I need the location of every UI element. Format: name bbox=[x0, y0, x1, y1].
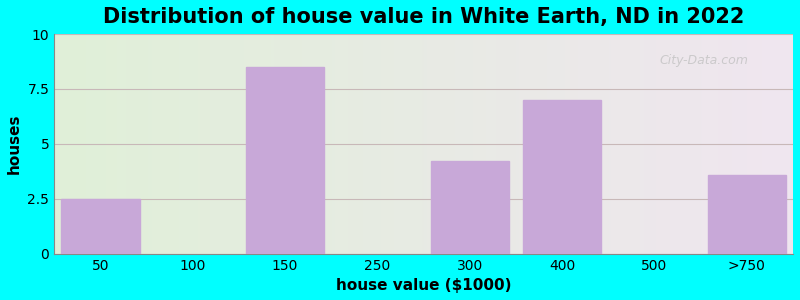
Y-axis label: houses: houses bbox=[7, 114, 22, 174]
X-axis label: house value ($1000): house value ($1000) bbox=[336, 278, 511, 293]
Title: Distribution of house value in White Earth, ND in 2022: Distribution of house value in White Ear… bbox=[103, 7, 744, 27]
Bar bbox=[430, 161, 509, 254]
Bar bbox=[523, 100, 602, 254]
Bar bbox=[708, 175, 786, 254]
Bar bbox=[61, 199, 140, 254]
Bar bbox=[246, 67, 324, 254]
Text: City-Data.com: City-Data.com bbox=[660, 54, 749, 67]
